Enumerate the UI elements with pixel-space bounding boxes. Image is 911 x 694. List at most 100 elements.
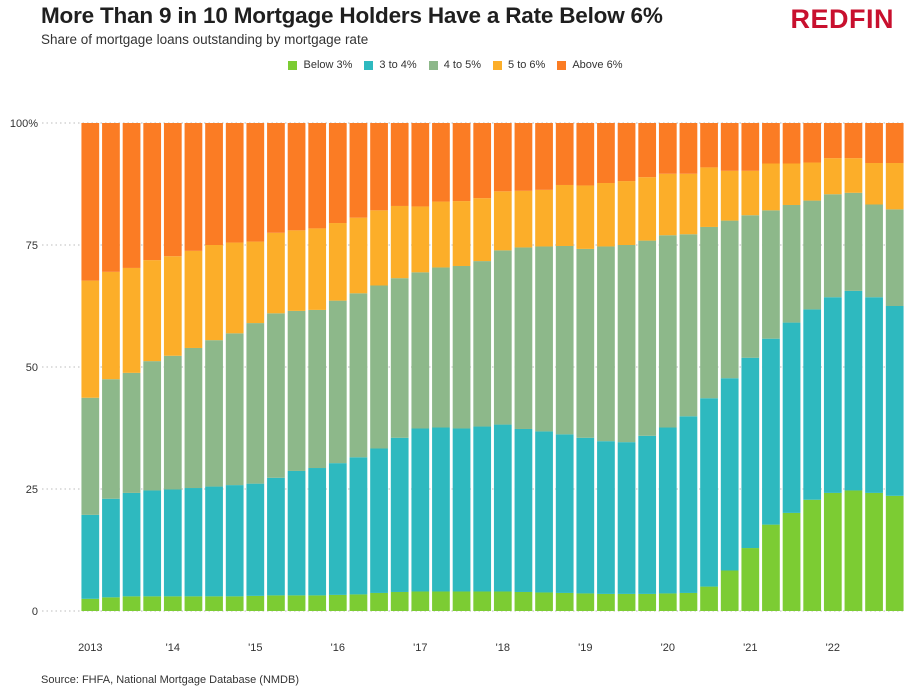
bar-segment [102,498,120,598]
x-tick-label: '16 [331,642,345,654]
bar-segment [143,361,162,491]
bar-segment [762,123,780,164]
bar-segment [658,123,677,174]
bar-segment [762,524,780,611]
chart-subtitle: Share of mortgage loans outstanding by m… [41,32,369,47]
bar-segment [638,240,657,436]
bar-segment [658,593,677,611]
bar-segment [720,170,739,221]
bar-segment [617,593,636,611]
bar-segment [658,235,677,428]
bar-segment [143,596,162,611]
legend-swatch [428,60,438,70]
bar-segment [102,123,120,272]
bar-segment [287,123,306,231]
bar-segment [493,123,512,192]
bar-segment [597,246,615,442]
bar-segment [122,372,141,493]
bar-segment [885,495,904,611]
y-tick-label: 100% [10,118,38,130]
bar-segment [679,416,698,593]
bar-segment [81,397,100,515]
bar-segment [308,595,327,611]
bar-segment [184,250,203,348]
bar-segment [741,548,760,611]
bar-segment [865,204,883,298]
bar-segment [823,492,842,611]
bar-segment [81,598,100,611]
bar-segment [370,123,388,211]
bar-segment [885,306,904,496]
bar-segment [349,457,368,595]
y-axis-ticks: 0 25 50 75 100% [10,118,38,618]
legend-item: 3 to 4% [364,59,417,71]
x-tick-label: '21 [743,642,757,654]
bar-segment [844,123,863,159]
bar-segment [555,592,574,611]
bar-segment [823,297,842,493]
bar-segment [514,190,533,248]
bar-segment [658,427,677,594]
bar-segment [328,223,347,301]
bar-segment [514,123,533,191]
bar-segment [411,428,430,592]
x-axis-ticks: 2013 '14 '15 '16 '17 '18 '19 '20 '21 '22 [78,642,840,654]
bar-segment [143,490,162,597]
bar-segment [328,123,347,224]
y-tick-label: 0 [32,606,38,618]
bar-segment [163,123,182,257]
bar-segment [473,261,492,427]
bar-segment [246,323,265,484]
legend-item: Above 6% [557,59,623,71]
bar-segment [267,232,285,314]
bar-segment [411,591,430,611]
bar-segment [163,489,182,597]
bar-segment [803,309,822,500]
bar-segment [246,241,265,324]
bar-segment [493,191,512,251]
bar-segment [411,206,430,273]
bar-segment [803,200,822,310]
bar-segment [287,310,306,471]
bar-segment [411,272,430,429]
bar-segment [81,123,100,281]
y-tick-label: 75 [26,240,38,252]
bar-segment [122,123,141,268]
bar-segment [308,309,327,469]
bar-segment [720,570,739,611]
bar-segment [865,492,883,611]
bar-segment [287,595,306,611]
bar-segment [225,596,244,611]
bar-segment [287,470,306,596]
bar-segment [782,204,801,323]
bar-segment [370,592,388,611]
bar-segment [122,267,141,373]
bar-segment [679,234,698,417]
bar-segment [184,347,203,489]
bar-segment [638,177,657,241]
bar-segment [473,198,492,262]
legend-swatch [364,60,374,70]
bar-segment [225,333,244,486]
bar-segment [535,431,553,593]
bar-segment [432,267,450,428]
bar-segment [473,426,492,592]
x-tick-label: '19 [578,642,592,654]
y-tick-label: 50 [26,362,38,374]
bar-segment [349,594,368,611]
legend-swatch [493,60,503,70]
x-tick-label: '22 [826,642,840,654]
bar-segment [184,596,203,611]
redfin-logo: REDFIN [790,4,894,34]
bar-segment [741,215,760,358]
bar-segment [184,488,203,597]
bar-segment [844,192,863,291]
bar-segment [865,297,883,493]
legend-label: 5 to 6% [508,59,546,71]
bar-segment [555,245,574,435]
legend-label: 4 to 5% [443,59,482,71]
legend-label: Above 6% [572,59,623,71]
bar-segment [865,123,883,164]
bar-segment [473,591,492,611]
bar-segment [576,248,595,438]
